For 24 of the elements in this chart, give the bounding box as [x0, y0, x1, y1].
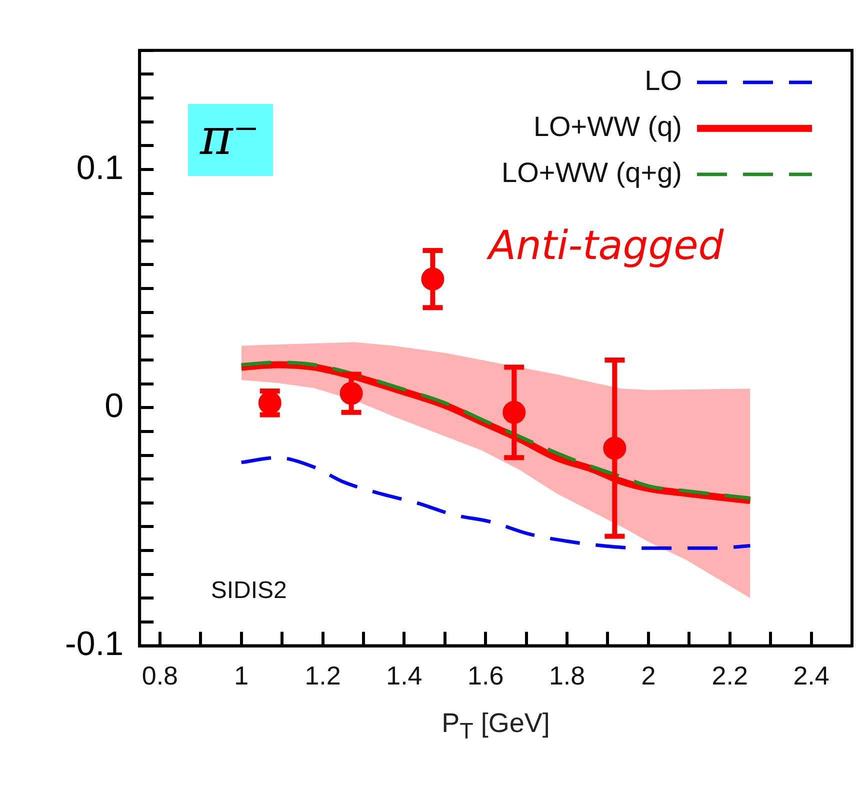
line-series [240, 456, 752, 550]
legend-label: LO+WW (q) [533, 111, 682, 142]
x-tick-label: 1.8 [548, 660, 586, 691]
y-tick-label: 0.1 [76, 148, 124, 187]
point [502, 400, 526, 424]
legend-label: LO [644, 65, 682, 96]
y-tick-label: -0.1 [64, 625, 124, 664]
annotation: Anti-tagged [488, 223, 724, 270]
annotation: SIDIS2 [210, 577, 287, 606]
legend-label: LO+WW (q+g) [502, 157, 682, 188]
y-tick-label: 0 [104, 387, 124, 426]
x-axis-title: P$_{T}$ [GeV] [442, 708, 550, 744]
x-tick-label: 2 [641, 660, 656, 691]
x-tick-label: 2.2 [712, 660, 748, 691]
point [340, 382, 363, 405]
point [421, 268, 444, 291]
point [603, 436, 626, 460]
x-tick-label: 0.8 [142, 660, 178, 691]
x-tick-label: 1.6 [468, 660, 504, 691]
x-tick-label: 1 [234, 660, 249, 691]
x-tick-label: 1.2 [304, 660, 341, 691]
annotation: π⁻ [188, 104, 274, 176]
x-tick-label: 1.4 [386, 660, 422, 691]
x-tick-label: 2.4 [793, 660, 830, 691]
